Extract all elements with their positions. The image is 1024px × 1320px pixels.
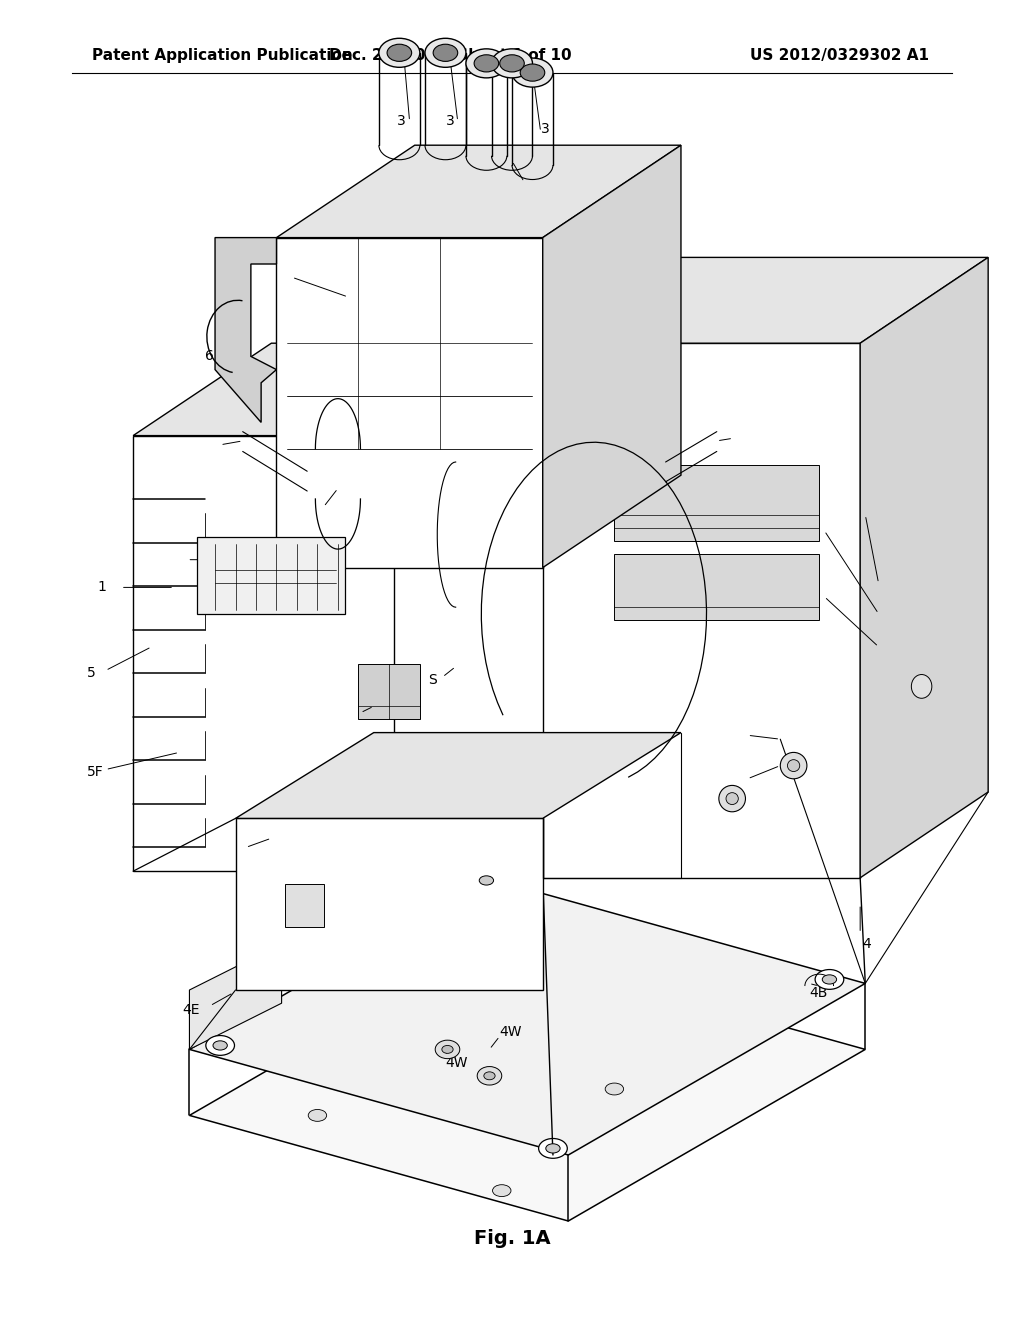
Ellipse shape — [520, 65, 545, 82]
Text: 3: 3 — [445, 115, 455, 128]
Polygon shape — [215, 238, 276, 422]
Polygon shape — [189, 944, 865, 1221]
Text: 2A: 2A — [881, 607, 899, 620]
Text: 4B: 4B — [809, 986, 827, 999]
Text: Dec. 27, 2012  Sheet 1 of 10: Dec. 27, 2012 Sheet 1 of 10 — [330, 48, 571, 63]
Ellipse shape — [539, 1138, 567, 1159]
Polygon shape — [236, 818, 543, 990]
Polygon shape — [543, 257, 988, 343]
Polygon shape — [276, 145, 681, 238]
Text: 4W: 4W — [445, 1056, 468, 1069]
Ellipse shape — [500, 55, 524, 71]
Polygon shape — [133, 343, 532, 436]
Text: 4: 4 — [862, 937, 871, 950]
Bar — [285, 884, 324, 927]
Text: 5S: 5S — [223, 849, 241, 862]
Bar — [614, 554, 819, 620]
Ellipse shape — [206, 1035, 234, 1056]
Ellipse shape — [474, 55, 499, 71]
Text: S: S — [428, 673, 437, 686]
Text: 5D: 5D — [333, 709, 352, 722]
Text: 4W: 4W — [750, 772, 772, 785]
Ellipse shape — [442, 1045, 453, 1053]
Ellipse shape — [483, 1072, 496, 1080]
Bar — [614, 465, 819, 541]
Text: S: S — [309, 498, 318, 511]
Text: 3: 3 — [510, 176, 519, 189]
Polygon shape — [276, 238, 543, 568]
Text: 3: 3 — [397, 115, 407, 128]
Text: 3: 3 — [541, 123, 550, 136]
Ellipse shape — [787, 759, 800, 771]
Text: 7: 7 — [174, 550, 183, 564]
Text: 2: 2 — [881, 574, 890, 587]
Text: US 2012/0329302 A1: US 2012/0329302 A1 — [751, 48, 929, 63]
Ellipse shape — [477, 1067, 502, 1085]
Ellipse shape — [815, 969, 844, 990]
Polygon shape — [860, 257, 988, 878]
Polygon shape — [543, 343, 860, 878]
Ellipse shape — [433, 44, 458, 62]
Ellipse shape — [546, 1143, 560, 1154]
Text: 5F: 5F — [87, 766, 103, 779]
Ellipse shape — [719, 785, 745, 812]
Ellipse shape — [726, 792, 738, 805]
Ellipse shape — [308, 1109, 327, 1122]
Ellipse shape — [492, 49, 532, 78]
Text: 6S: 6S — [197, 436, 214, 449]
Text: 2B: 2B — [881, 643, 899, 656]
Text: 1: 1 — [97, 581, 106, 594]
Polygon shape — [236, 733, 681, 818]
Ellipse shape — [493, 1185, 511, 1196]
Text: 5: 5 — [87, 667, 96, 680]
Ellipse shape — [435, 1040, 460, 1059]
Ellipse shape — [387, 44, 412, 62]
Text: 4E: 4E — [182, 1003, 200, 1016]
Ellipse shape — [911, 675, 932, 698]
Text: 6: 6 — [205, 350, 214, 363]
Ellipse shape — [780, 752, 807, 779]
Ellipse shape — [512, 58, 553, 87]
Ellipse shape — [379, 38, 420, 67]
Polygon shape — [189, 878, 865, 1155]
Text: 4E: 4E — [750, 726, 767, 739]
Polygon shape — [189, 944, 282, 1049]
Bar — [197, 537, 345, 614]
Text: Patent Application Publication: Patent Application Publication — [92, 48, 353, 63]
Text: Fig. 1A: Fig. 1A — [474, 1229, 550, 1247]
Text: 7F: 7F — [172, 581, 188, 594]
Ellipse shape — [472, 871, 501, 890]
Polygon shape — [133, 436, 394, 871]
Polygon shape — [543, 145, 681, 568]
Text: 4W: 4W — [500, 1026, 522, 1039]
Ellipse shape — [479, 876, 494, 884]
Ellipse shape — [605, 1082, 624, 1096]
Ellipse shape — [213, 1040, 227, 1051]
Ellipse shape — [425, 38, 466, 67]
Text: 6C: 6C — [348, 284, 367, 297]
Text: 6S: 6S — [735, 426, 753, 440]
Ellipse shape — [822, 974, 837, 985]
Bar — [358, 664, 420, 719]
Ellipse shape — [466, 49, 507, 78]
